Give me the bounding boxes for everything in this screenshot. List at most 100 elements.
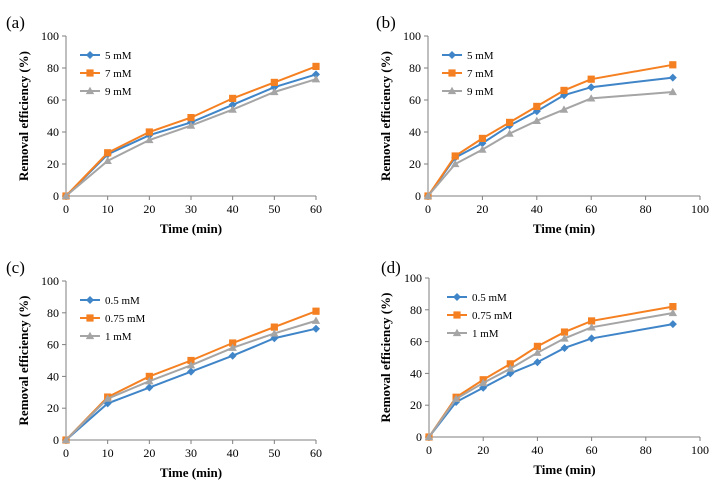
data-point xyxy=(587,334,596,343)
legend-marker xyxy=(85,86,95,95)
x-tick-label: 0 xyxy=(426,443,432,457)
x-tick-label: 30 xyxy=(185,446,197,460)
data-point xyxy=(451,159,460,168)
chart-panel-2: (c) 0 20 40 60 80 100 0 10 20 30 40 50 60 Time (min) Re… xyxy=(6,258,322,480)
data-point xyxy=(533,102,541,110)
data-point xyxy=(506,360,514,368)
series-line xyxy=(427,76,673,197)
data-point xyxy=(560,334,569,342)
data-point xyxy=(479,378,488,387)
data-point xyxy=(451,152,459,160)
data-point xyxy=(186,121,196,129)
series-line xyxy=(65,319,317,441)
x-tick-label: 20 xyxy=(143,446,155,460)
y-tick-label: 100 xyxy=(404,271,422,285)
data-point xyxy=(187,367,195,376)
legend-marker xyxy=(86,296,94,304)
x-tick-label: 0 xyxy=(63,202,69,216)
y-tick-label: 80 xyxy=(409,61,421,75)
y-tick-label: 80 xyxy=(47,306,59,320)
data-point xyxy=(587,323,596,331)
data-point xyxy=(669,303,677,311)
legend-marker xyxy=(85,331,95,340)
x-tick-label: 50 xyxy=(268,202,280,216)
series-1 xyxy=(62,62,320,200)
legend-marker xyxy=(448,69,456,77)
series-line xyxy=(428,323,674,438)
data-point xyxy=(311,316,321,324)
series-line xyxy=(65,73,317,197)
x-axis-title: Time (min) xyxy=(533,221,595,236)
data-point xyxy=(588,317,596,325)
data-point xyxy=(270,323,278,331)
series-line xyxy=(427,63,673,197)
y-tick-label: 100 xyxy=(403,29,421,43)
legend-marker xyxy=(448,51,456,59)
data-point xyxy=(560,86,568,94)
x-tick-label: 80 xyxy=(640,443,652,457)
data-point xyxy=(229,339,237,347)
x-tick-label: 40 xyxy=(227,202,239,216)
legend-marker xyxy=(86,69,94,77)
legend-entry: 0.5 mM xyxy=(472,292,507,304)
data-point xyxy=(187,114,195,122)
panel-label: (c) xyxy=(6,258,25,277)
x-tick-label: 40 xyxy=(531,202,543,216)
data-point xyxy=(560,343,569,352)
y-tick-label: 0 xyxy=(53,433,59,447)
y-tick-label: 20 xyxy=(409,157,421,171)
data-point xyxy=(187,356,195,365)
data-point xyxy=(103,156,112,164)
data-point xyxy=(312,307,320,315)
data-point xyxy=(61,191,71,200)
series-0 xyxy=(424,73,677,200)
series-0 xyxy=(62,324,320,444)
data-point xyxy=(587,75,595,83)
series-2 xyxy=(423,87,677,200)
y-axis-title: Removal efficiency (%) xyxy=(16,51,31,181)
x-tick-label: 40 xyxy=(531,443,543,457)
data-point xyxy=(311,75,321,83)
data-point xyxy=(145,383,154,392)
x-tick-label: 20 xyxy=(477,443,489,457)
legend-entry: 0.75 mM xyxy=(105,313,146,325)
y-tick-label: 20 xyxy=(47,157,59,171)
x-tick-label: 60 xyxy=(586,443,598,457)
chart-panel-1: (b) 0 20 40 60 80 100 0 20 40 60 80 100 Time (min) Rem… xyxy=(376,13,709,236)
y-axis-title: Removal efficiency (%) xyxy=(378,51,393,181)
data-point xyxy=(668,308,678,317)
data-point xyxy=(533,342,541,350)
data-point xyxy=(312,62,320,70)
y-tick-label: 60 xyxy=(410,335,422,349)
series-line xyxy=(427,91,673,197)
legend-entry: 0.75 mM xyxy=(472,310,513,322)
data-point xyxy=(533,358,542,367)
data-point xyxy=(506,118,514,126)
data-point xyxy=(312,324,320,333)
y-tick-label: 100 xyxy=(41,29,59,43)
y-tick-label: 60 xyxy=(409,93,421,107)
legend-marker xyxy=(447,86,457,95)
data-point xyxy=(145,376,154,385)
data-point xyxy=(229,94,237,102)
data-point xyxy=(270,78,278,86)
y-tick-label: 20 xyxy=(47,401,59,415)
panel-label: (d) xyxy=(381,258,401,277)
data-point xyxy=(668,73,677,82)
data-point xyxy=(145,372,153,380)
y-tick-label: 100 xyxy=(41,274,59,288)
data-point xyxy=(560,328,569,336)
x-tick-label: 10 xyxy=(102,202,114,216)
legend: 5 mM 7 mM 9 mM xyxy=(442,50,494,98)
data-point xyxy=(270,87,279,96)
chart-panel-3: (d) 0 20 40 60 80 100 0 20 40 60 80 100 Time (min) Rem… xyxy=(378,258,709,477)
x-tick-label: 0 xyxy=(425,202,431,216)
x-axis-title: Time (min) xyxy=(533,462,595,477)
series-line xyxy=(65,78,317,197)
data-point xyxy=(505,129,514,137)
x-tick-label: 100 xyxy=(691,202,709,216)
y-tick-label: 40 xyxy=(47,369,59,383)
data-point xyxy=(61,435,71,444)
data-point xyxy=(532,116,541,124)
series-2 xyxy=(424,308,678,441)
